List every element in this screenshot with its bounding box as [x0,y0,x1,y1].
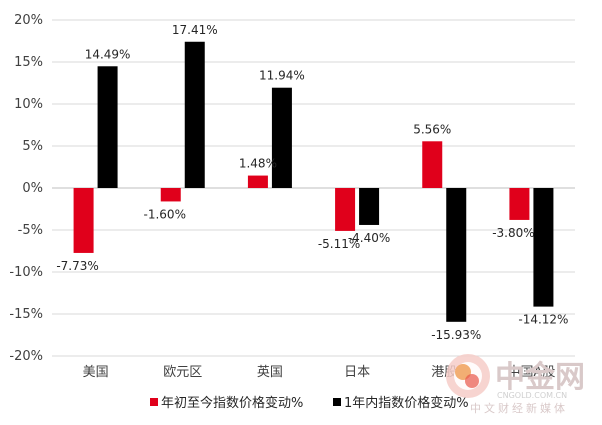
y-tick-label: 5% [22,139,43,154]
y-tick-label: 0% [22,181,43,196]
x-tick-label: 英国 [257,365,283,380]
bar-1y [533,188,554,307]
bar-1y [446,188,467,322]
legend-swatch-black [333,398,341,406]
data-label: -4.40% [348,231,390,245]
watermark-url: CNGOLD.COM.CN [497,391,567,400]
legend-label-ytd: 年初至今指数价格变动% [161,395,303,411]
data-label: -5.11% [318,237,360,251]
bar-1y [359,188,380,225]
bar-ytd [509,188,530,220]
legend: 年初至今指数价格变动% 1年内指数价格变动% [150,395,469,411]
data-label: -3.80% [492,226,534,240]
data-label: 5.56% [413,122,451,136]
y-tick-label: 20% [14,13,43,28]
bar-1y [184,41,205,189]
bar-1y [97,66,118,188]
data-label: 14.49% [85,47,131,61]
y-tick-label: -10% [9,265,43,280]
y-tick-label: 15% [14,55,43,70]
bar-ytd [160,188,181,202]
bar-ytd [247,175,268,188]
watermark-title: 中金网 [495,360,585,395]
legend-swatch-red [150,398,158,406]
legend-label-1y: 1年内指数价格变动% [344,395,469,411]
y-tick-label: 10% [14,97,43,112]
bars [73,41,554,322]
bar-1y [271,87,292,188]
x-tick-label: 美国 [83,365,109,380]
data-labels: -7.73% 14.49% -1.60% 17.41% 1.48% 11.94% -5.11… [56,23,568,342]
bar-ytd [422,141,443,188]
x-tick-label: 日本 [344,365,370,380]
y-tick-label: -20% [9,349,43,364]
data-label: -14.12% [518,313,568,327]
cngold-logo [446,354,490,398]
data-label: 17.41% [172,23,218,37]
y-tick-label: -15% [9,307,43,322]
watermark: 中金网 CNGOLD.COM.CN 中文财经新媒体 [446,354,585,415]
y-tick-label: -5% [18,223,43,238]
gridlines [52,19,575,357]
x-tick-label: 欧元区 [163,365,202,380]
data-label: -7.73% [56,259,98,273]
y-axis: 20% 15% 10% 5% 0% -5% -10% -15% -20% [9,13,43,364]
bar-ytd [73,188,94,253]
watermark-subtitle: 中文财经新媒体 [470,401,568,415]
data-label: -15.93% [431,328,481,342]
x-tick-label: 中国A股 [507,365,555,380]
bar-ytd [335,188,356,231]
data-label: -1.60% [144,207,186,221]
data-label: 1.48% [239,157,277,171]
data-label: 11.94% [259,69,305,83]
